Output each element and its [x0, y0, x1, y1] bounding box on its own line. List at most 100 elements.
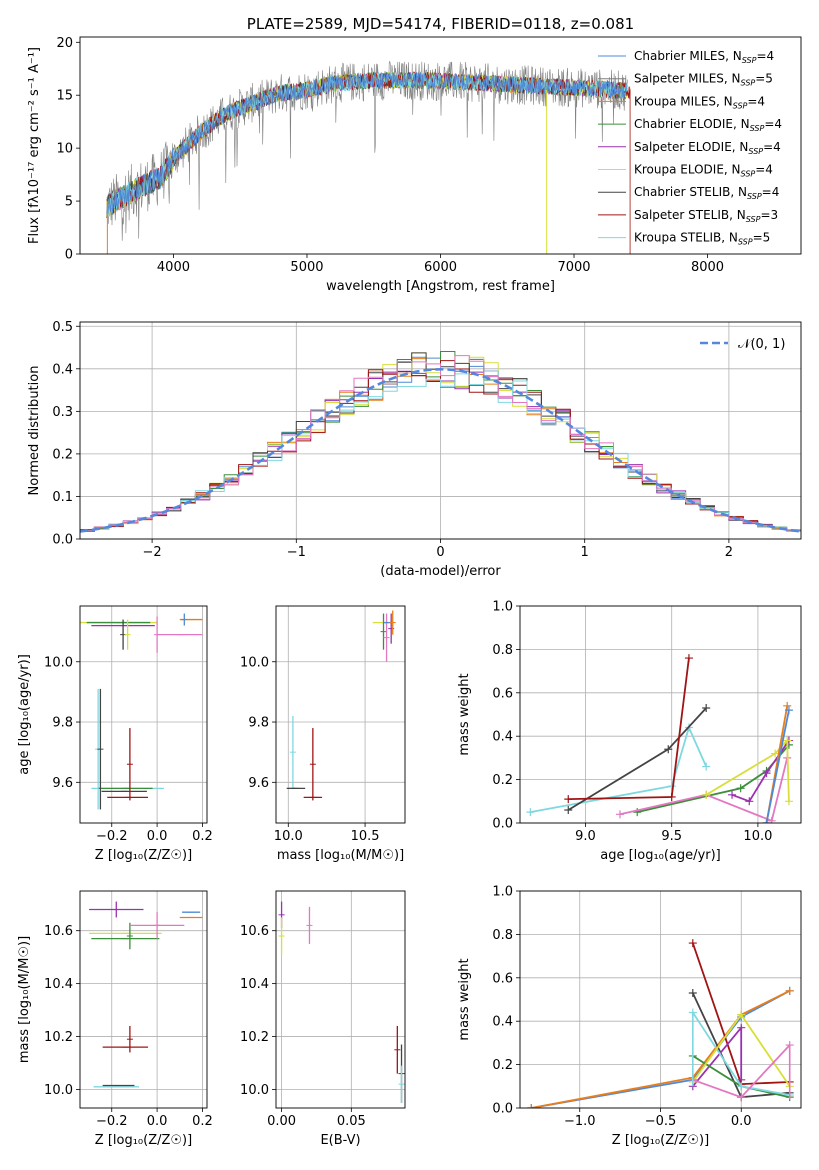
chart-title: PLATE=2589, MJD=54174, FIBERID=0118, z=0… [247, 15, 634, 33]
weight-marker [667, 792, 676, 801]
plot-area-mass-vs-z [89, 901, 203, 1088]
legend-sub: SSP [741, 170, 756, 179]
x-tick-label: 7000 [557, 260, 590, 275]
legend-tail: =4 [756, 49, 774, 63]
y-axis-label: mass [log₁₀(M/M☉)] [17, 936, 32, 1063]
weight-marker [728, 790, 737, 799]
weight-marker [736, 784, 745, 793]
axes-age-vs-mass: 10.0 10.5 9.6 9.8 10.0 mass [log₁₀(M/M☉)] [240, 605, 406, 863]
weight-marker [783, 736, 792, 745]
weight-marker [702, 762, 711, 771]
legend-tail: =4 [764, 117, 782, 131]
axes-age-vs-z: −0.2 0.0 0.2 9.6 9.8 10.0 Z [log₁₀(Z/Z☉)] age [… [17, 605, 213, 863]
legend-entry: 𝒩(0, 1) [738, 337, 785, 352]
y-tick-label: 1.0 [492, 600, 513, 615]
legend-entry: Kroupa ELODIE, NSSP=4 [634, 163, 773, 179]
y-tick-label: 10.6 [240, 924, 269, 939]
weight-marker [737, 1010, 746, 1019]
axes-frame [275, 605, 406, 824]
x-axis-label: (data-model)/error [380, 564, 501, 579]
y-tick-label: 10.2 [44, 1030, 73, 1045]
legend-tail: =4 [763, 140, 781, 154]
x-tick-label: 1 [581, 545, 589, 560]
x-axis-label: Z [log₁₀(Z/Z☉)] [95, 848, 192, 863]
plot-area-age-vs-z [80, 613, 203, 810]
weight-marker [784, 706, 793, 715]
y-tick-label: 0.6 [492, 686, 513, 701]
x-tick-label: −0.2 [96, 1114, 128, 1129]
weight-series-4 [692, 1025, 743, 1087]
legend-name: Kroupa STELIB, N [634, 231, 738, 245]
weight-marker [684, 654, 693, 663]
y-tick-label: 10.4 [44, 977, 73, 992]
x-tick-label: 9.5 [661, 829, 682, 844]
y-axis-label: Normed distribution [27, 366, 42, 496]
y-axis-label: mass weight [457, 958, 472, 1040]
weight-marker [615, 810, 624, 819]
weight-marker [737, 1082, 746, 1091]
weight-marker [564, 795, 573, 804]
plot-area-residuals [80, 351, 801, 533]
axes-frame [79, 321, 802, 540]
y-axis-label: Flux [fλ10⁻¹⁷ erg cm⁻² s⁻¹ A⁻¹] [27, 47, 42, 244]
weight-marker [688, 939, 697, 948]
x-axis-label: Z [log₁₀(Z/Z☉)] [95, 1133, 192, 1148]
y-tick-label: 0.6 [492, 971, 513, 986]
y-tick-label: 0.3 [52, 405, 73, 420]
legend-entry: Salpeter STELIB, NSSP=3 [634, 208, 778, 224]
legend-sub: SSP [746, 215, 761, 224]
axes-frame [79, 890, 208, 1109]
y-tick-label: 10.0 [44, 655, 73, 670]
legend-entry: Chabrier STELIB, NSSP=4 [634, 185, 779, 201]
weight-marker [737, 1093, 746, 1102]
weight-marker [526, 808, 535, 817]
legend-sub: SSP [742, 56, 757, 65]
x-tick-label: 0.0 [731, 1114, 752, 1129]
axes-mass-vs-z: −0.2 0.0 0.2 10.0 10.2 10.4 10.6 Z [log₁₀(Z/Z☉)… [17, 890, 213, 1148]
weight-marker [688, 988, 697, 997]
y-tick-label: 10.0 [240, 655, 269, 670]
weight-marker [527, 1104, 536, 1108]
weight-series-1 [567, 707, 707, 811]
y-tick-label: 0.8 [492, 928, 513, 943]
axes-frame [275, 890, 406, 1109]
plot-area-spectrum [106, 60, 631, 254]
y-tick-label: 9.6 [248, 776, 269, 791]
legend-tail: =5 [753, 231, 771, 245]
x-tick-label: 4000 [157, 260, 190, 275]
x-tick-label: 0.00 [267, 1114, 296, 1129]
legend-sub: SSP [741, 79, 756, 88]
y-tick-label: 10 [56, 142, 73, 157]
axes-weight-vs-z: −1.0 −0.5 0.0 0.0 0.2 0.4 0.6 0.8 1.0 Z [log₁₀(Z/… [457, 885, 802, 1148]
weight-marker [785, 986, 794, 995]
spectrum-line-0 [106, 71, 628, 214]
y-tick-label: 9.6 [52, 776, 73, 791]
legend-entry: Salpeter ELODIE, NSSP=4 [634, 140, 781, 156]
y-tick-label: 10.0 [240, 1083, 269, 1098]
legend-name: Chabrier ELODIE, N [634, 117, 750, 131]
x-tick-label: 0.0 [147, 829, 168, 844]
legend-name: Salpeter STELIB, N [634, 208, 746, 222]
legend-entry: Chabrier ELODIE, NSSP=4 [634, 117, 782, 133]
weight-marker [664, 745, 673, 754]
y-tick-label: 10.4 [240, 977, 269, 992]
x-tick-label: 0 [436, 545, 444, 560]
legend-sub: SSP [750, 124, 765, 133]
legend-name: Salpeter MILES, N [634, 72, 741, 86]
x-tick-label: 8000 [691, 260, 724, 275]
weight-series-4 [619, 757, 789, 823]
histogram-7 [80, 370, 801, 532]
x-axis-label: E(B-V) [320, 1133, 360, 1148]
weight-series-0 [530, 724, 708, 813]
plot-area-mass-vs-ebv [278, 901, 405, 1103]
y-tick-label: 10.2 [240, 1030, 269, 1045]
legend-tail: =4 [747, 94, 765, 108]
x-tick-label: −0.5 [645, 1114, 677, 1129]
x-tick-label: 10.5 [351, 829, 380, 844]
x-tick-label: 0.2 [192, 829, 213, 844]
y-tick-label: 15 [56, 89, 73, 104]
axes-spectrum: 4000 5000 6000 7000 8000 0 5 10 15 20 wavelength [… [27, 15, 802, 294]
y-tick-label: 0.4 [492, 730, 513, 745]
x-tick-label: 0.0 [147, 1114, 168, 1129]
axes-frame [519, 890, 802, 1109]
